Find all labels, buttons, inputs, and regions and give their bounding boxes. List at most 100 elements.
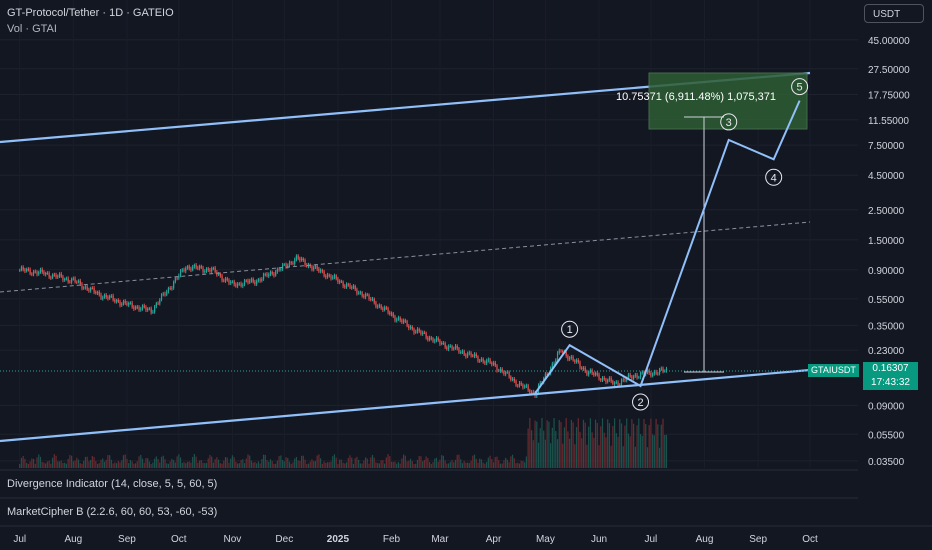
- volume-bar: [468, 463, 470, 468]
- volume-bar: [195, 456, 197, 468]
- candle-body: [439, 340, 441, 344]
- volume-bar: [185, 463, 187, 468]
- volume-bar: [396, 463, 398, 468]
- volume-bar: [278, 456, 280, 468]
- candle-body: [100, 294, 102, 299]
- candle-body: [617, 382, 619, 386]
- volume-bar: [626, 418, 628, 468]
- volume-bar: [397, 461, 400, 468]
- candle-body: [363, 295, 365, 298]
- volume-bar: [356, 456, 358, 468]
- candle-body: [188, 266, 190, 269]
- volume-bar: [622, 446, 624, 468]
- volume-bar: [603, 432, 605, 468]
- volume-bar: [205, 463, 208, 468]
- candle-body: [83, 287, 85, 289]
- candle-body: [179, 270, 182, 276]
- candle-body: [81, 284, 83, 289]
- volume-bar: [562, 443, 564, 468]
- volume-bar: [90, 459, 92, 468]
- volume-bar: [264, 454, 266, 468]
- volume-bar: [160, 456, 163, 468]
- candle-body: [195, 264, 197, 268]
- candle-body: [128, 303, 130, 306]
- candle-body: [176, 278, 178, 280]
- candle-body: [484, 361, 486, 364]
- volume-legend[interactable]: Vol · GTAI: [7, 23, 57, 35]
- candle-body: [461, 351, 464, 353]
- volume-bar: [93, 457, 95, 468]
- candle-body: [506, 372, 508, 374]
- currency-badge[interactable]: USDT: [864, 4, 924, 23]
- candle-body: [520, 382, 522, 385]
- volume-bar: [380, 460, 382, 468]
- candle-body: [643, 372, 645, 375]
- volume-bar: [539, 428, 541, 468]
- candle-body: [41, 269, 43, 272]
- volume-bar: [352, 463, 355, 468]
- time-axis[interactable]: Jul Aug Sep Oct Nov Dec 2025 Feb Mar Apr May Jun Jul…: [0, 525, 932, 545]
- volume-bar: [527, 428, 529, 468]
- price-tick-label: 0.23000: [868, 346, 905, 357]
- symbol-title[interactable]: GT-Protocol/Tether · 1D · GATEIO: [7, 7, 174, 19]
- volume-bar: [207, 458, 209, 468]
- candle-body: [107, 297, 109, 299]
- marketcipher-indicator-label[interactable]: MarketCipher B (2.2.6, 60, 60, 53, -60, …: [7, 506, 218, 518]
- candle-body: [385, 307, 387, 309]
- candle-body: [205, 268, 208, 272]
- volume-bar: [447, 463, 450, 468]
- volume-bar: [339, 459, 341, 468]
- volume-bar: [344, 463, 346, 468]
- volume-bar: [368, 463, 370, 468]
- candle-body: [418, 329, 420, 332]
- volume-bar: [216, 457, 218, 468]
- volume-bar: [629, 436, 631, 468]
- volume-bar: [607, 419, 609, 468]
- price-scale[interactable]: 45.00000 27.50000 17.75000 11.55000 7.50000 4…: [858, 0, 932, 550]
- candle-body: [399, 317, 401, 321]
- volume-bar: [307, 463, 310, 468]
- candle-body: [231, 281, 234, 283]
- volume-bar: [408, 460, 410, 468]
- volume-bar: [598, 445, 600, 468]
- volume-bar: [309, 461, 311, 468]
- volume-bar: [250, 460, 253, 468]
- candle-body: [65, 278, 68, 280]
- candle-body: [24, 269, 26, 272]
- candle-body: [192, 266, 194, 271]
- volume-bar: [411, 460, 413, 468]
- candle-body: [582, 368, 585, 370]
- candle-body: [468, 352, 470, 354]
- candle-body: [499, 369, 502, 371]
- volume-bar: [439, 459, 441, 468]
- candle-body: [22, 267, 24, 270]
- candle-body: [202, 267, 204, 272]
- volume-bar: [385, 457, 387, 468]
- volume-bar: [262, 454, 265, 468]
- candle-body: [655, 371, 657, 374]
- candle-body: [20, 267, 23, 270]
- volume-bar: [171, 458, 173, 468]
- candle-body: [337, 278, 339, 283]
- volume-bar: [256, 463, 258, 468]
- candle-body: [64, 278, 66, 281]
- candle-body: [529, 389, 531, 394]
- candle-body: [605, 379, 607, 383]
- candle-body: [339, 281, 341, 283]
- volume-bar: [449, 461, 451, 468]
- candle-body: [110, 295, 112, 297]
- volume-bar: [472, 455, 474, 468]
- candle-body: [492, 362, 495, 365]
- volume-bar: [140, 454, 142, 468]
- candle-body: [510, 376, 512, 380]
- time-tick-label: Dec: [275, 534, 293, 545]
- candle-body: [198, 266, 201, 269]
- volume-bar: [224, 457, 227, 468]
- divergence-indicator-label[interactable]: Divergence Indicator (14, close, 5, 5, 6…: [7, 478, 218, 490]
- price-scale-background: [858, 0, 932, 550]
- candle-body: [77, 280, 80, 283]
- candle-body: [546, 373, 548, 375]
- candle-body: [67, 278, 69, 282]
- volume-bar: [492, 462, 495, 468]
